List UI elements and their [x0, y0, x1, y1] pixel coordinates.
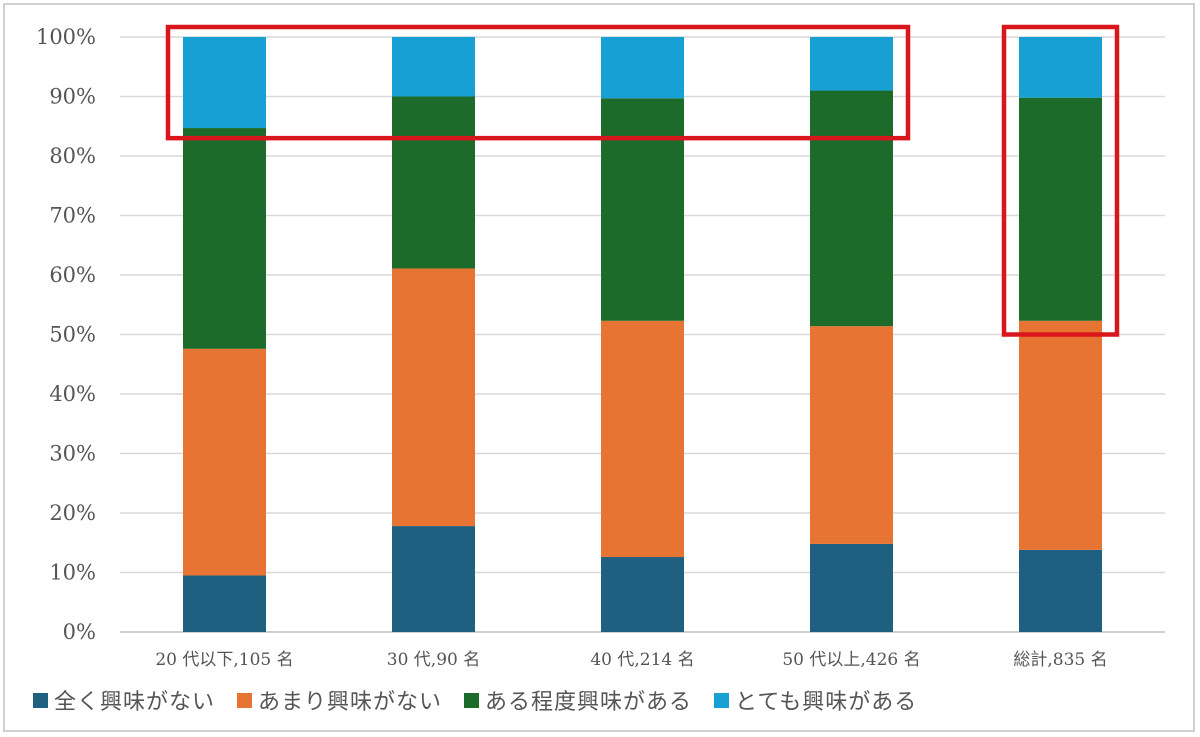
bar-segment	[601, 320, 684, 558]
y-tick-label: 0%	[63, 620, 96, 644]
bar-segment	[810, 543, 893, 632]
bar-segment	[810, 326, 893, 544]
y-tick-label: 20%	[49, 501, 96, 525]
bar-segment	[392, 268, 475, 527]
y-tick-label: 10%	[49, 561, 96, 585]
bar-segment	[810, 90, 893, 327]
legend-item-none: 全く興味がない	[33, 684, 215, 716]
legend-item-some: ある程度興味がある	[464, 684, 692, 716]
bar-segment	[183, 128, 266, 349]
legend-swatch	[464, 692, 480, 708]
highlight-box	[1001, 24, 1120, 337]
bar-segment	[1019, 97, 1102, 321]
x-tick-label: 40 代,214 名	[590, 650, 694, 670]
x-tick-label: 総計,835 名	[1013, 650, 1107, 670]
legend-swatch	[33, 692, 48, 708]
highlight-boxes	[165, 24, 1120, 337]
y-tick-label: 80%	[49, 144, 96, 168]
legend-label: ある程度興味がある	[485, 690, 693, 715]
y-tick-label: 60%	[49, 263, 96, 287]
bar-segment	[392, 37, 475, 97]
bar-segment	[601, 37, 684, 99]
y-tick-label: 100%	[36, 25, 96, 49]
bar-segment	[183, 37, 266, 129]
bars	[183, 37, 1102, 632]
x-tick-label: 30 代,90 名	[387, 650, 480, 670]
bar-segment	[183, 348, 266, 576]
legend-swatch	[714, 692, 730, 708]
legend-label: あまり興味がない	[258, 690, 443, 715]
x-tick-label: 20 代以下,105 名	[155, 650, 293, 670]
y-tick-label: 90%	[49, 85, 96, 109]
bar-segment	[1019, 549, 1102, 632]
bar-segment	[601, 98, 684, 321]
legend: 全く興味がない あまり興味がない ある程度興味がある とても興味がある	[33, 684, 939, 716]
bar-segment	[1019, 37, 1102, 98]
bar-segment	[392, 526, 475, 632]
legend-item-very: とても興味がある	[714, 684, 917, 716]
bar-segment	[601, 557, 684, 632]
legend-label: 全く興味がない	[54, 690, 216, 715]
y-tick-label: 40%	[49, 382, 96, 406]
legend-item-little: あまり興味がない	[237, 684, 442, 716]
y-tick-label: 30%	[49, 442, 96, 466]
bar-segment	[810, 37, 893, 91]
highlight-box	[165, 24, 911, 141]
bar-segment	[392, 96, 475, 269]
legend-swatch	[237, 692, 253, 708]
y-tick-label: 70%	[49, 204, 96, 228]
legend-label: とても興味がある	[735, 690, 918, 715]
bar-segment	[183, 575, 266, 632]
y-axis: 0% 10% 20% 30% 40% 50% 60% 70% 80% 90% 100%	[36, 25, 96, 644]
x-tick-label: 50 代以上,426 名	[782, 650, 920, 670]
x-axis: 20 代以下,105 名 30 代,90 名 40 代,214 名 50 代以上,42…	[155, 650, 1107, 670]
y-tick-label: 50%	[49, 323, 96, 347]
bar-segment	[1019, 320, 1102, 550]
